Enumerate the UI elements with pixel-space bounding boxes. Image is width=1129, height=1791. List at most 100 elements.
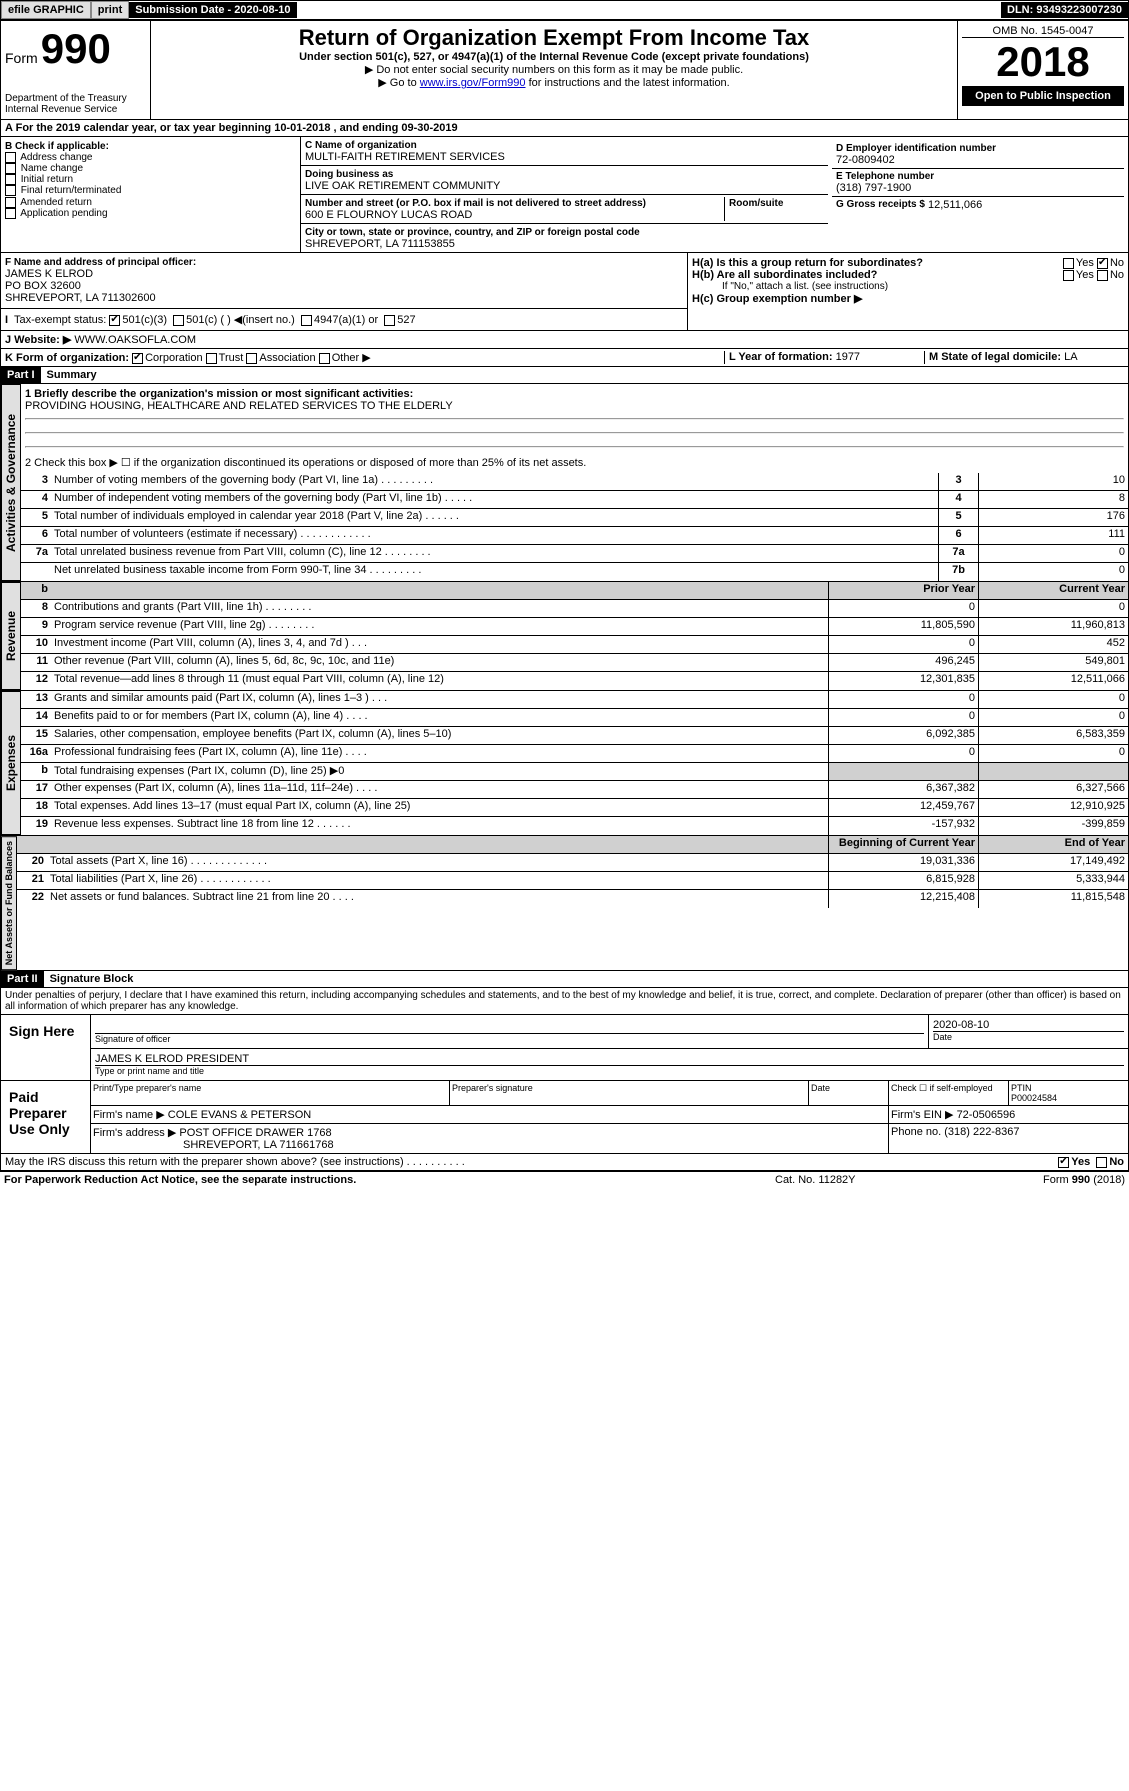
line-17: 17Other expenses (Part IX, column (A), l… [21, 781, 1128, 799]
checkbox-501c[interactable] [173, 315, 184, 326]
checkbox-discuss-yes[interactable] [1058, 1157, 1069, 1168]
line-2: 2 Check this box ▶ ☐ if the organization… [21, 452, 1128, 473]
ein: 72-0809402 [836, 154, 1120, 166]
dln-label: DLN: 93493223007230 [1001, 2, 1128, 18]
form-header: Form 990 Department of the Treasury Inte… [0, 20, 1129, 120]
checkbox-discuss-no[interactable] [1096, 1157, 1107, 1168]
discuss-row: May the IRS discuss this return with the… [0, 1154, 1129, 1171]
summary-row-7b: Net unrelated business taxable income fr… [21, 563, 1128, 581]
checkbox-501c3[interactable] [109, 315, 120, 326]
checkbox-527[interactable] [384, 315, 395, 326]
efile-label: efile GRAPHIC [1, 1, 91, 19]
submission-date-label: Submission Date - 2020-08-10 [129, 2, 296, 18]
omb-number: OMB No. 1545-0047 [962, 25, 1124, 38]
tax-year: 2018 [962, 38, 1124, 86]
line-9: 9Program service revenue (Part VIII, lin… [21, 618, 1128, 636]
form-title: Return of Organization Exempt From Incom… [155, 25, 953, 51]
dept-treasury: Department of the Treasury [5, 93, 146, 104]
summary-row-6: 6Total number of volunteers (estimate if… [21, 527, 1128, 545]
form-prefix: Form [5, 50, 38, 66]
form-note-1: ▶ Do not enter social security numbers o… [155, 63, 953, 76]
summary-row-3: 3Number of voting members of the governi… [21, 473, 1128, 491]
summary-row-4: 4Number of independent voting members of… [21, 491, 1128, 509]
tax-period: A For the 2019 calendar year, or tax yea… [0, 120, 1129, 137]
vtab-expenses: Expenses [1, 691, 21, 835]
line-20: 20Total assets (Part X, line 16) . . . .… [17, 854, 1128, 872]
checkbox-hb-yes[interactable] [1063, 270, 1074, 281]
dba-name: LIVE OAK RETIREMENT COMMUNITY [305, 180, 500, 192]
sign-date: 2020-08-10 [933, 1019, 1124, 1031]
line-10: 10Investment income (Part VIII, column (… [21, 636, 1128, 654]
officer-addr2: SHREVEPORT, LA 711302600 [5, 292, 683, 304]
line-14: 14Benefits paid to or for members (Part … [21, 709, 1128, 727]
line-19: 19Revenue less expenses. Subtract line 1… [21, 817, 1128, 835]
website-url: WWW.OAKSOFLA.COM [74, 334, 196, 346]
summary-row-5: 5Total number of individuals employed in… [21, 509, 1128, 527]
checkbox-address-change: Address change [5, 152, 296, 163]
line-21: 21Total liabilities (Part X, line 26) . … [17, 872, 1128, 890]
line-8: 8Contributions and grants (Part VIII, li… [21, 600, 1128, 618]
street-address: 600 E FLOURNOY LUCAS ROAD [305, 209, 472, 221]
box-b: B Check if applicable: Address change Na… [1, 137, 301, 252]
line-15: 15Salaries, other compensation, employee… [21, 727, 1128, 745]
firm-addr1: POST OFFICE DRAWER 1768 [179, 1127, 331, 1139]
firm-name: COLE EVANS & PETERSON [168, 1109, 311, 1121]
top-bar: efile GRAPHIC print Submission Date - 20… [0, 0, 1129, 20]
irs-label: Internal Revenue Service [5, 104, 146, 115]
website-row: J Website: ▶ WWW.OAKSOFLA.COM [0, 331, 1129, 349]
firm-phone: (318) 222-8367 [944, 1126, 1019, 1138]
gross-receipts: 12,511,066 [928, 199, 982, 211]
telephone: (318) 797-1900 [836, 182, 1120, 194]
officer-name: JAMES K ELROD [5, 268, 683, 280]
firm-addr2: SHREVEPORT, LA 711661768 [93, 1139, 334, 1151]
checkbox-ha-no[interactable] [1097, 258, 1108, 269]
checkbox-initial-return: Initial return [5, 174, 296, 185]
part1-header: Part ISummary [0, 367, 1129, 384]
summary-row-7a: 7aTotal unrelated business revenue from … [21, 545, 1128, 563]
officer-addr1: PO BOX 32600 [5, 280, 683, 292]
checkbox-amended-return: Amended return [5, 197, 296, 208]
vtab-netassets: Net Assets or Fund Balances [1, 836, 17, 970]
checkbox-application-pending: Application pending [5, 208, 296, 219]
checkbox-ha-yes[interactable] [1063, 258, 1074, 269]
paid-preparer-label: Paid Preparer Use Only [1, 1081, 91, 1153]
checkbox-4947[interactable] [301, 315, 312, 326]
sign-here-label: Sign Here [1, 1015, 91, 1080]
vtab-revenue: Revenue [1, 582, 21, 690]
line-18: 18Total expenses. Add lines 13–17 (must … [21, 799, 1128, 817]
form-subtitle: Under section 501(c), 527, or 4947(a)(1)… [155, 51, 953, 63]
summary-expenses: Expenses 13Grants and similar amounts pa… [0, 691, 1129, 836]
checkbox-other[interactable] [319, 353, 330, 364]
line-12: 12Total revenue—add lines 8 through 11 (… [21, 672, 1128, 690]
checkbox-hb-no[interactable] [1097, 270, 1108, 281]
identity-section: B Check if applicable: Address change Na… [0, 137, 1129, 253]
print-button[interactable]: print [91, 1, 129, 19]
line-b: bTotal fundraising expenses (Part IX, co… [21, 763, 1128, 781]
line-11: 11Other revenue (Part VIII, column (A), … [21, 654, 1128, 672]
city-state-zip: SHREVEPORT, LA 711153855 [305, 238, 455, 250]
part2-header: Part IISignature Block [0, 971, 1129, 988]
summary-governance: Activities & Governance 1 Briefly descri… [0, 384, 1129, 582]
form-number: 990 [41, 25, 111, 72]
checkbox-corp[interactable] [132, 353, 143, 364]
line-13: 13Grants and similar amounts paid (Part … [21, 691, 1128, 709]
org-name: MULTI-FAITH RETIREMENT SERVICES [305, 151, 505, 163]
firm-ein: 72-0506596 [957, 1109, 1016, 1121]
checkbox-name-change: Name change [5, 163, 296, 174]
open-to-public: Open to Public Inspection [962, 86, 1124, 106]
signature-section: Sign Here Signature of officer 2020-08-1… [0, 1015, 1129, 1154]
state-domicile: LA [1064, 351, 1077, 363]
ptin: P00024584 [1011, 1093, 1057, 1103]
checkbox-final-return-terminated: Final return/terminated [5, 185, 296, 196]
checkbox-assoc[interactable] [246, 353, 257, 364]
line-16a: 16aProfessional fundraising fees (Part I… [21, 745, 1128, 763]
perjury-text: Under penalties of perjury, I declare th… [0, 988, 1129, 1015]
vtab-governance: Activities & Governance [1, 384, 21, 581]
mission-text: PROVIDING HOUSING, HEALTHCARE AND RELATE… [25, 400, 1124, 412]
officer-section: F Name and address of principal officer:… [0, 253, 1129, 331]
line-22: 22Net assets or fund balances. Subtract … [17, 890, 1128, 908]
irs-link[interactable]: www.irs.gov/Form990 [420, 77, 526, 89]
signer-name: JAMES K ELROD PRESIDENT [95, 1053, 1124, 1065]
checkbox-trust[interactable] [206, 353, 217, 364]
form-note-2: ▶ Go to www.irs.gov/Form990 for instruct… [155, 76, 953, 89]
